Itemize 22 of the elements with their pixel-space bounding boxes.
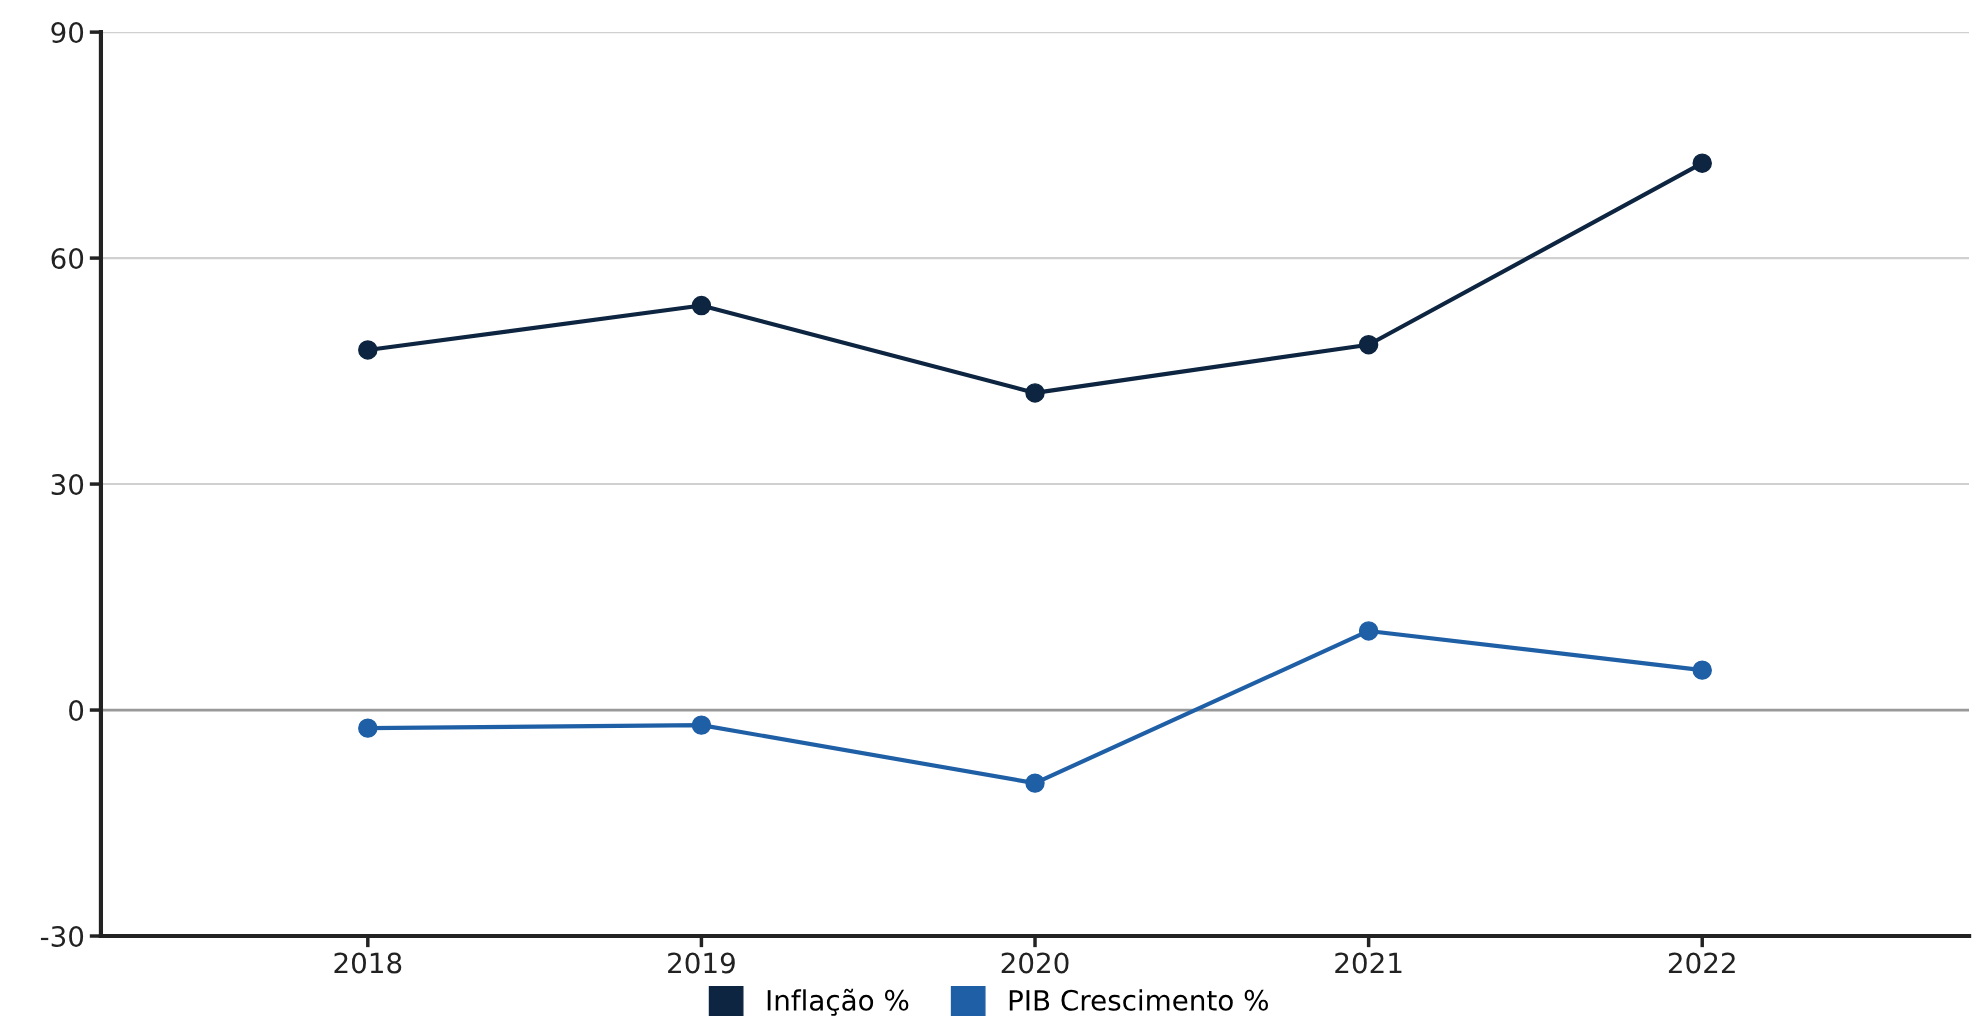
y-tick-label: 30 <box>51 474 84 496</box>
y-tick-label: 90 <box>51 22 84 44</box>
x-tick-label: 2018 <box>334 952 402 974</box>
legend-label: PIB Crescimento % <box>1009 989 1268 1011</box>
point <box>358 718 378 738</box>
x-tick-label: 2021 <box>1335 952 1402 974</box>
y-tick-label: 60 <box>51 248 84 270</box>
point <box>1692 660 1712 680</box>
point <box>1358 621 1379 641</box>
point <box>1025 383 1045 403</box>
y-tick-label: -30 <box>40 925 84 947</box>
point <box>691 715 712 735</box>
point <box>691 295 712 316</box>
x-tick-label: 2020 <box>1001 952 1069 974</box>
point <box>358 340 378 360</box>
point <box>1692 153 1712 173</box>
point <box>1358 334 1379 355</box>
y-tick-label: 0 <box>69 699 84 721</box>
point <box>1025 773 1045 793</box>
x-tick-label: 2022 <box>1668 952 1735 974</box>
legend-label: Inflação % <box>767 988 909 1016</box>
x-tick-label: 2019 <box>668 952 735 974</box>
